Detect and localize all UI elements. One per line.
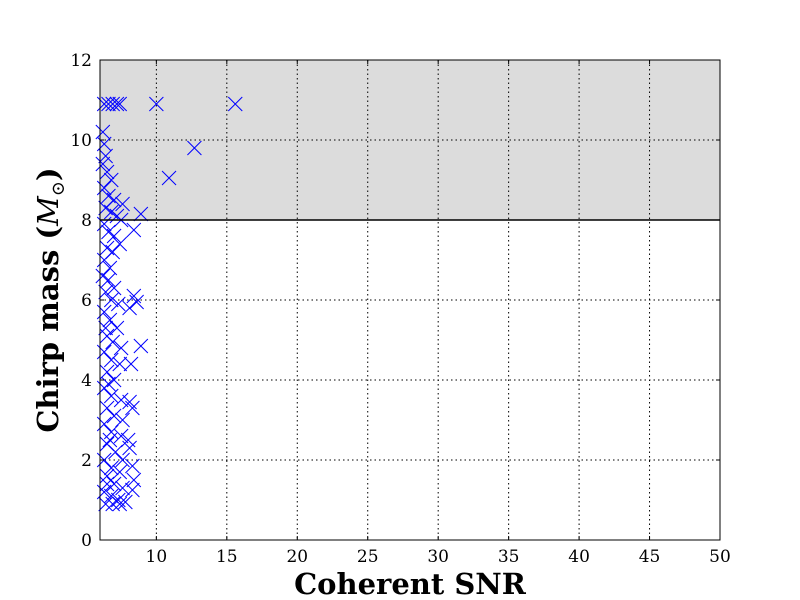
y-tick-label: 4	[81, 371, 92, 391]
scatter-points	[95, 96, 243, 512]
x-tick-label: 15	[216, 547, 238, 567]
scatter-point	[98, 284, 113, 300]
y-tick-label: 8	[81, 211, 92, 231]
scatter-point	[96, 252, 112, 268]
x-tick-label: 10	[146, 547, 168, 567]
scatter-point	[112, 96, 128, 112]
scatter-point	[126, 288, 142, 304]
y-axis-title: Chirp mass (M⊙)	[31, 167, 69, 432]
scatter-point	[161, 170, 177, 186]
scatter-point	[125, 482, 140, 498]
scatter-point	[102, 312, 118, 328]
scatter-point	[105, 334, 121, 350]
scatter-point	[103, 292, 119, 308]
scatter-point	[103, 388, 119, 404]
scatter-point	[112, 236, 128, 252]
scatter-point	[99, 364, 115, 380]
y-tick-label: 12	[70, 51, 92, 71]
scatter-point	[149, 96, 164, 112]
shaded-region	[100, 60, 720, 220]
scatter-point	[113, 392, 129, 408]
scatter-point	[122, 440, 137, 456]
scatter-point	[122, 394, 137, 410]
scatter-point	[113, 428, 129, 444]
y-axis-title-unit-open: (	[31, 226, 65, 240]
scatter-point	[125, 458, 140, 474]
x-axis-title: Coherent SNR	[294, 567, 527, 600]
y-axis-title-unit: M	[31, 195, 65, 227]
axis-ticks: 10 15 20 25 30 35 40 45 50 0 2 4 6 8 10 12	[70, 51, 730, 567]
scatter-point	[103, 352, 119, 368]
x-tick-label: 20	[286, 547, 308, 567]
y-tick-label: 0	[81, 531, 92, 551]
y-axis-title-unit-sub: ⊙	[48, 181, 69, 196]
scatter-point	[106, 280, 122, 296]
scatter-point	[108, 444, 123, 460]
scatter-point	[110, 296, 126, 312]
scatter-point	[112, 496, 128, 512]
scatter-point	[133, 338, 149, 354]
scatter-point	[102, 260, 118, 276]
scatter-point	[105, 96, 121, 112]
scatter-point	[98, 148, 113, 164]
scatter-point	[125, 400, 140, 416]
scatter-point	[96, 344, 112, 360]
y-axis-title-unit-close: )	[31, 167, 65, 181]
scatter-point	[98, 320, 113, 336]
scatter-point	[101, 96, 116, 112]
scatter-point	[118, 494, 133, 510]
scatter-point	[103, 172, 119, 188]
scatter-point	[129, 294, 144, 310]
scatter-point	[126, 472, 142, 488]
scatter-point	[96, 304, 112, 320]
y-tick-label: 2	[81, 451, 92, 471]
scatter-point	[95, 124, 111, 140]
scatter-point	[99, 400, 115, 416]
scatter-point	[102, 432, 118, 448]
x-tick-label: 30	[427, 547, 449, 567]
scatter-point	[103, 460, 119, 476]
scatter-point	[106, 408, 122, 424]
y-tick-label: 6	[81, 291, 92, 311]
scatter-point	[96, 416, 112, 432]
scatter-point	[122, 300, 137, 316]
x-tick-label: 25	[357, 547, 379, 567]
scatter-point	[106, 476, 122, 492]
scatter-point	[115, 480, 130, 496]
scatter-point	[113, 340, 129, 356]
scatter-point	[106, 228, 122, 244]
scatter-point	[99, 164, 115, 180]
scatter-point	[101, 376, 116, 392]
scatter-point	[109, 320, 125, 336]
scatter-point	[115, 452, 130, 468]
x-tick-label: 50	[709, 547, 731, 567]
x-tick-label: 35	[498, 547, 520, 567]
scatter-point	[126, 222, 142, 238]
scatter-point	[105, 496, 121, 512]
y-tick-label: 10	[70, 131, 92, 151]
scatter-point	[187, 140, 202, 156]
x-tick-label: 45	[639, 547, 661, 567]
scatter-point	[95, 156, 111, 172]
y-axis-title-text: Chirp mass	[31, 250, 65, 433]
scatter-point	[227, 96, 243, 112]
scatter-point	[99, 468, 115, 484]
scatter-point	[99, 476, 115, 492]
scatter-point	[115, 196, 130, 212]
scatter-point	[112, 464, 128, 480]
scatter-point	[109, 96, 125, 112]
scatter-point	[112, 356, 128, 372]
x-tick-label: 40	[568, 547, 590, 567]
scatter-point	[133, 206, 149, 222]
scatter-point	[98, 496, 113, 512]
scatter-point	[101, 272, 116, 288]
scatter-point	[115, 412, 130, 428]
scatter-point	[123, 356, 139, 372]
